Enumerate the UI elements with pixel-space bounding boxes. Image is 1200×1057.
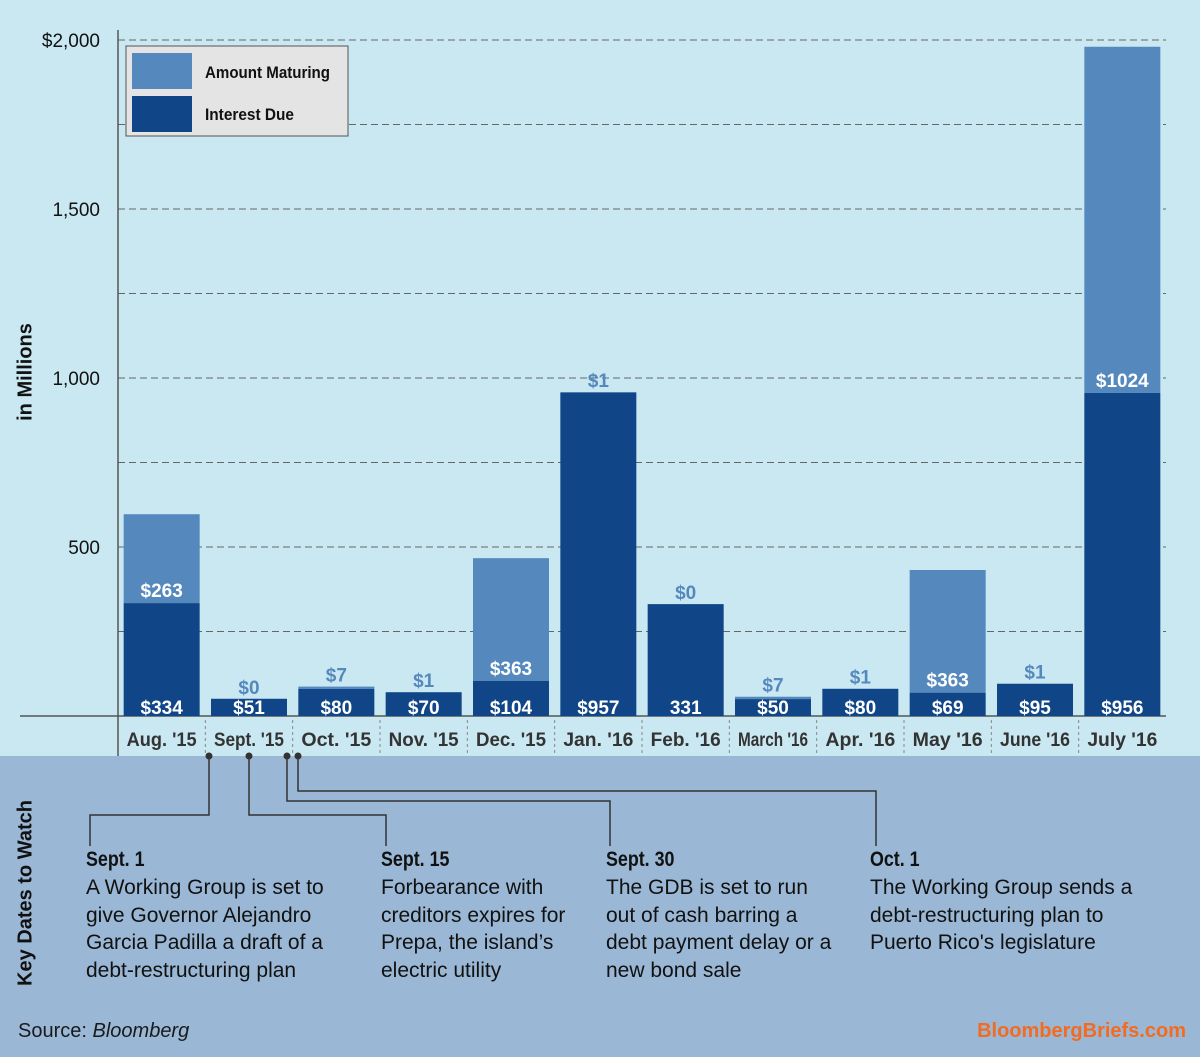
maturing-value-label: $363 [927, 671, 969, 692]
interest-value-label: $956 [1101, 698, 1143, 719]
event-description: The GDB is set to run out of cash barrin… [606, 876, 832, 982]
key-dates-title: Key Dates to Watch [14, 800, 37, 986]
bar-interest-due [735, 699, 811, 716]
connector-dot [294, 752, 302, 760]
event-date: Sept. 15 [381, 848, 450, 871]
category-label: March '16 [738, 730, 808, 751]
connector-line [286, 756, 611, 846]
bar-interest-due [647, 604, 724, 716]
interest-value-label: $80 [320, 698, 352, 719]
maturing-value-label: $1 [588, 371, 610, 392]
connector-dot [205, 752, 213, 760]
event-date: Sept. 1 [86, 848, 145, 871]
category-label: Dec. '15 [476, 730, 546, 751]
bar-interest-due [822, 688, 899, 716]
bar-interest-due [909, 692, 986, 716]
interest-value-label: $51 [233, 698, 265, 719]
bar-interest-due [211, 698, 287, 716]
category-label: Oct. '15 [301, 730, 371, 751]
event-description: Forbearance with creditors expires for P… [381, 876, 566, 982]
y-tick-label: $2,000 [42, 31, 100, 52]
maturing-value-label: $1 [850, 668, 872, 689]
interest-value-label: $50 [757, 698, 789, 719]
maturing-value-label: $1 [413, 671, 435, 692]
interest-value-label: $104 [490, 698, 533, 719]
event-sept-1: Sept. 1 A Working Group is set to give G… [86, 848, 361, 984]
maturing-value-label: $7 [326, 666, 347, 687]
category-label: Aug. '15 [127, 730, 197, 751]
legend-label-interest: Interest Due [205, 105, 294, 124]
bar-amount-maturing [473, 558, 549, 681]
bar-interest-due [473, 680, 549, 716]
y-tick-label: 500 [68, 538, 100, 559]
interest-value-label: $70 [408, 698, 440, 719]
y-axis-title: in Millions [14, 323, 37, 421]
interest-value-label: $69 [932, 698, 964, 719]
maturing-value-label: $7 [762, 676, 783, 697]
category-label: May '16 [913, 730, 983, 751]
bar-interest-due [123, 603, 200, 716]
y-tick-label: 1,000 [52, 369, 100, 390]
maturing-value-label: $0 [238, 678, 259, 699]
event-description: The Working Group sends a debt-restructu… [870, 876, 1133, 954]
connector-line [89, 756, 210, 846]
category-label: Apr. '16 [825, 730, 895, 751]
event-date: Sept. 30 [606, 848, 675, 871]
bar-amount-maturing [909, 569, 986, 693]
event-description: A Working Group is set to give Governor … [86, 876, 324, 982]
bar-interest-due [560, 392, 637, 716]
interest-value-label: 331 [670, 698, 702, 719]
bar-interest-due [298, 688, 375, 716]
bar-amount-maturing [298, 686, 375, 689]
legend-swatch-maturing [132, 53, 192, 89]
key-dates-panel [0, 756, 1200, 1057]
y-tick-label: 1,500 [52, 200, 100, 221]
maturing-value-label: $363 [490, 659, 532, 680]
connector-line [248, 756, 387, 846]
legend-label-maturing: Amount Maturing [205, 63, 330, 82]
source-label: Source: [18, 1020, 87, 1042]
maturing-value-label: $263 [141, 581, 183, 602]
bar-interest-due [385, 692, 462, 716]
connector-dot [245, 752, 253, 760]
maturing-value-label: $1 [1024, 663, 1046, 684]
bar-interest-due [1084, 392, 1161, 716]
source-note: Source: Bloomberg [18, 1020, 189, 1043]
bar-amount-maturing [1084, 46, 1161, 393]
bar-interest-due [997, 683, 1073, 716]
category-label: Feb. '16 [651, 730, 721, 751]
category-label: June '16 [1000, 730, 1070, 751]
category-label: Sept. '15 [214, 730, 284, 751]
source-name: Bloomberg [92, 1020, 190, 1042]
category-label: July '16 [1087, 730, 1157, 751]
interest-value-label: $957 [577, 698, 619, 719]
brand-link[interactable]: BloombergBriefs.com [977, 1020, 1186, 1042]
legend-swatch-interest [132, 96, 192, 132]
bar-amount-maturing [735, 696, 811, 700]
category-label: Jan. '16 [563, 730, 633, 751]
interest-value-label: $95 [1019, 698, 1051, 719]
event-sept-30: Sept. 30 The GDB is set to run out of ca… [606, 848, 841, 984]
category-label: Nov. '15 [389, 730, 459, 751]
event-sept-15: Sept. 15 Forbearance with creditors expi… [381, 848, 596, 984]
connector-dot [283, 752, 291, 760]
maturing-value-label: $0 [675, 583, 696, 604]
interest-value-label: $80 [844, 698, 876, 719]
connector-line [297, 756, 877, 846]
interest-value-label: $334 [141, 698, 184, 719]
bar-amount-maturing [123, 514, 200, 604]
legend: Amount Maturing Interest Due [125, 45, 349, 137]
maturing-value-label: $1024 [1096, 371, 1149, 392]
event-date: Oct. 1 [870, 848, 920, 871]
event-oct-1: Oct. 1 The Working Group sends a debt-re… [870, 848, 1155, 957]
